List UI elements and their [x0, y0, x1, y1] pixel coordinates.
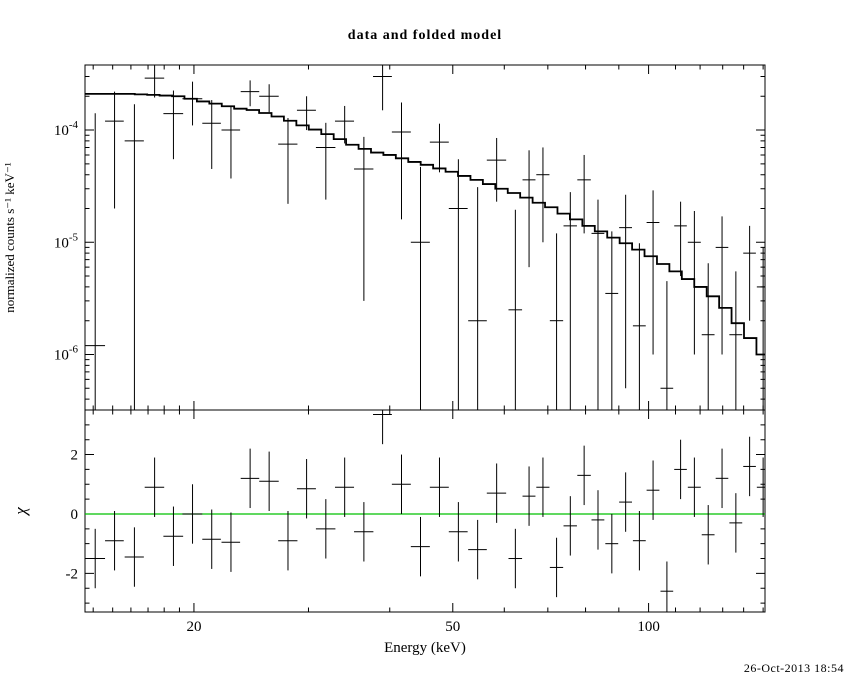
y-axis-title-top: normalized counts s⁻¹ keV⁻¹: [2, 162, 17, 313]
svg-text:100: 100: [637, 619, 660, 635]
model-histogram: [85, 93, 765, 356]
x-axis-title: Energy (keV): [384, 640, 466, 656]
svg-text:-2: -2: [66, 566, 79, 582]
svg-text:50: 50: [445, 619, 460, 635]
svg-text:0: 0: [71, 507, 79, 523]
svg-text:10-6: 10-6: [54, 343, 79, 363]
plot-title: data and folded model: [347, 28, 503, 43]
timestamp: 26-Oct-2013 18:54: [743, 661, 844, 675]
svg-text:10-5: 10-5: [54, 231, 79, 251]
spectrum-data-points: [85, 65, 765, 410]
svg-text:10-4: 10-4: [54, 119, 79, 139]
axes: [84, 64, 766, 613]
svg-text:2: 2: [71, 448, 79, 464]
y-axis-title-bottom: χ: [11, 507, 30, 517]
svg-text:20: 20: [186, 619, 201, 635]
residual-data-points: [85, 410, 765, 612]
axis-labels: 20 50 100 Energy (keV) 10-4 10-5 10-6 -2 0 2 norma…: [2, 119, 660, 656]
